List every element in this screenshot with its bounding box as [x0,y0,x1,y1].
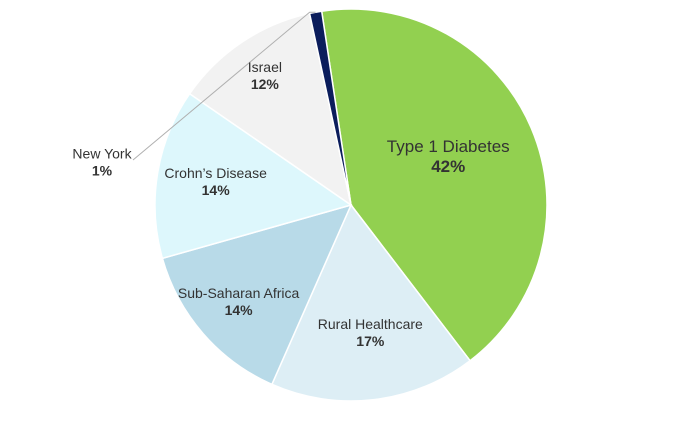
slice-label-sub-saharan-africa: Sub-Saharan Africa [178,285,300,301]
slice-percent-sub-saharan-africa: 14% [225,302,254,318]
slice-label-new-york: New York [72,146,132,162]
slice-percent-rural-healthcare: 17% [356,333,385,349]
pie-slice-sub-saharan-africa [161,203,353,386]
slice-percent-new-york: 1% [92,163,113,179]
pie-slice-rural-healthcare [270,203,472,402]
slice-percent-israel: 12% [251,76,280,92]
leader-line-new-york [132,11,316,161]
slice-label-crohn-s-disease: Crohn’s Disease [164,165,267,181]
pie-slices [154,8,548,402]
pie-slice-type-1-diabetes [320,8,548,362]
slice-label-rural-healthcare: Rural Healthcare [318,316,423,332]
slice-percent-crohn-s-disease: 14% [202,182,231,198]
pie-slice-crohn-s-disease [154,92,353,260]
pie-slice-israel [188,12,353,207]
slice-label-israel: Israel [248,59,282,75]
slice-percent-type-1-diabetes: 42% [431,157,465,176]
slice-label-type-1-diabetes: Type 1 Diabetes [387,137,510,156]
leader-lines [132,11,316,161]
